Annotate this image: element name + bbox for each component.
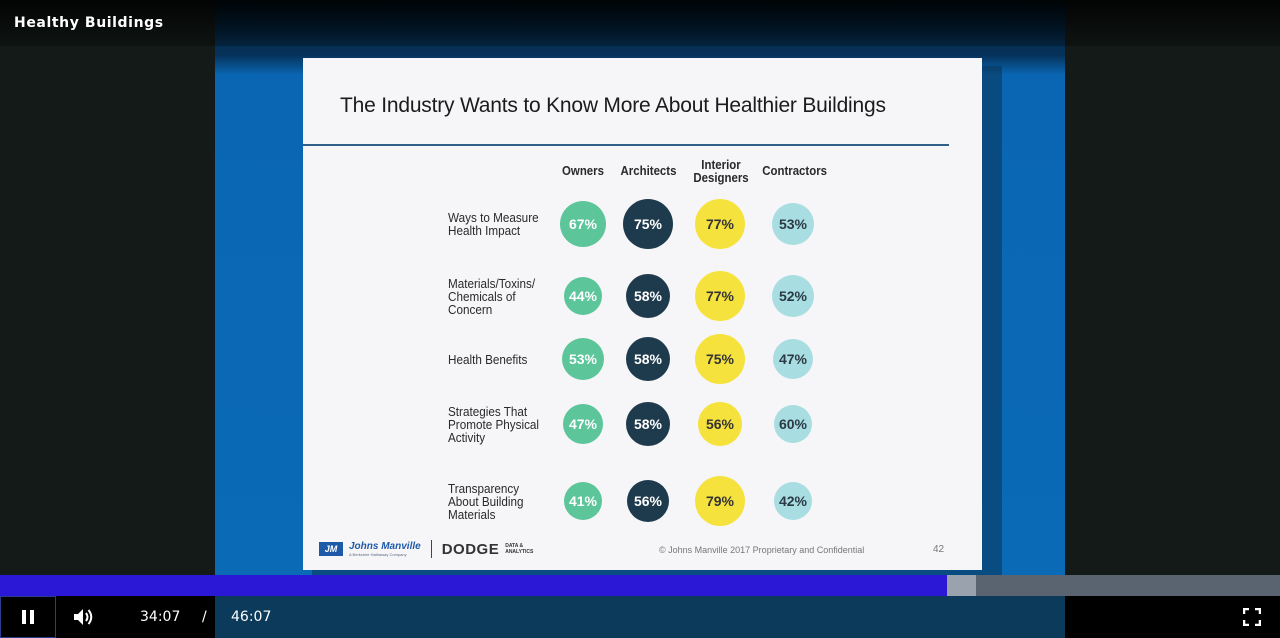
johns-manville-logo-mark: JM: [319, 542, 343, 556]
slide-page-number: 42: [933, 544, 945, 555]
column-header-contractors: Contractors: [762, 163, 828, 178]
value-bubble-contractors: 52%: [772, 275, 814, 317]
value-bubble-interior-designers: 79%: [695, 476, 745, 526]
johns-manville-logo: Johns Manville A Berkshire Hathaway Comp…: [349, 540, 421, 557]
value-bubble-owners: 53%: [562, 338, 604, 380]
dodge-logo: DODGE: [441, 540, 500, 558]
dodge-subtitle: DATA & ANALYTICS: [505, 543, 534, 555]
row-label: Transparency About Building Materials: [448, 480, 524, 522]
video-stage[interactable]: The Industry Wants to Know More About He…: [0, 0, 1280, 576]
value-bubble-owners: 47%: [563, 404, 603, 444]
value-bubble-contractors: 60%: [774, 405, 812, 443]
value-bubble-interior-designers: 75%: [695, 334, 745, 384]
volume-button[interactable]: [62, 596, 106, 638]
presentation-slide: The Industry Wants to Know More About He…: [303, 58, 982, 570]
seek-bar-played: [0, 575, 948, 596]
video-frame[interactable]: The Industry Wants to Know More About He…: [215, 0, 1065, 576]
value-bubble-architects: 75%: [623, 199, 673, 249]
pause-icon: [22, 610, 34, 624]
column-header-interior-designers-text: Interior Designers: [693, 157, 749, 185]
value-bubble-contractors: 47%: [773, 339, 813, 379]
row-label: Ways to Measure Health Impact: [448, 210, 539, 238]
controls-background: [215, 596, 1065, 638]
seek-bar-buffered: [947, 575, 977, 596]
value-bubble-contractors: 53%: [772, 203, 814, 245]
slide-divider: [303, 144, 949, 146]
value-bubble-architects: 56%: [627, 480, 669, 522]
johns-manville-name: Johns Manville: [349, 540, 421, 552]
slide-title: The Industry Wants to Know More About He…: [340, 94, 886, 117]
value-bubble-architects: 58%: [626, 274, 670, 318]
copyright-text: © Johns Manville 2017 Proprietary and Co…: [659, 545, 865, 555]
volume-icon: [74, 609, 93, 625]
fullscreen-button[interactable]: [1230, 596, 1274, 638]
column-header-owners: Owners: [562, 163, 604, 178]
value-bubble-architects: 58%: [626, 337, 670, 381]
duration: 46:07: [231, 609, 272, 625]
video-title: Healthy Buildings: [14, 15, 164, 31]
player-controls: 34:07 / 46:07: [0, 596, 1280, 638]
johns-manville-subtitle: A Berkshire Hathaway Company: [349, 551, 407, 557]
pause-button[interactable]: [0, 596, 56, 638]
footer-separator: [430, 540, 432, 558]
row-label: Health Benefits: [448, 351, 528, 367]
value-bubble-architects: 58%: [626, 402, 670, 446]
value-bubble-owners: 44%: [564, 277, 602, 315]
seek-bar[interactable]: [0, 575, 1280, 596]
footer-logos: JM Johns Manville A Berkshire Hathaway C…: [319, 540, 533, 558]
value-bubble-interior-designers: 77%: [695, 199, 745, 249]
column-header-interior-designers: Interior Designers: [690, 158, 752, 184]
column-header-architects: Architects: [620, 163, 677, 178]
current-time: 34:07: [140, 609, 181, 625]
value-bubble-interior-designers: 56%: [698, 402, 742, 446]
title-bar: Healthy Buildings: [0, 0, 1280, 46]
fullscreen-icon: [1243, 608, 1261, 626]
value-bubble-owners: 67%: [560, 201, 606, 247]
row-label: Materials/Toxins/ Chemicals of Concern: [448, 275, 536, 317]
value-bubble-interior-designers: 77%: [695, 271, 745, 321]
value-bubble-contractors: 42%: [774, 482, 812, 520]
value-bubble-owners: 41%: [564, 482, 602, 520]
time-separator: /: [202, 609, 207, 625]
row-label: Strategies That Promote Physical Activit…: [448, 403, 540, 445]
